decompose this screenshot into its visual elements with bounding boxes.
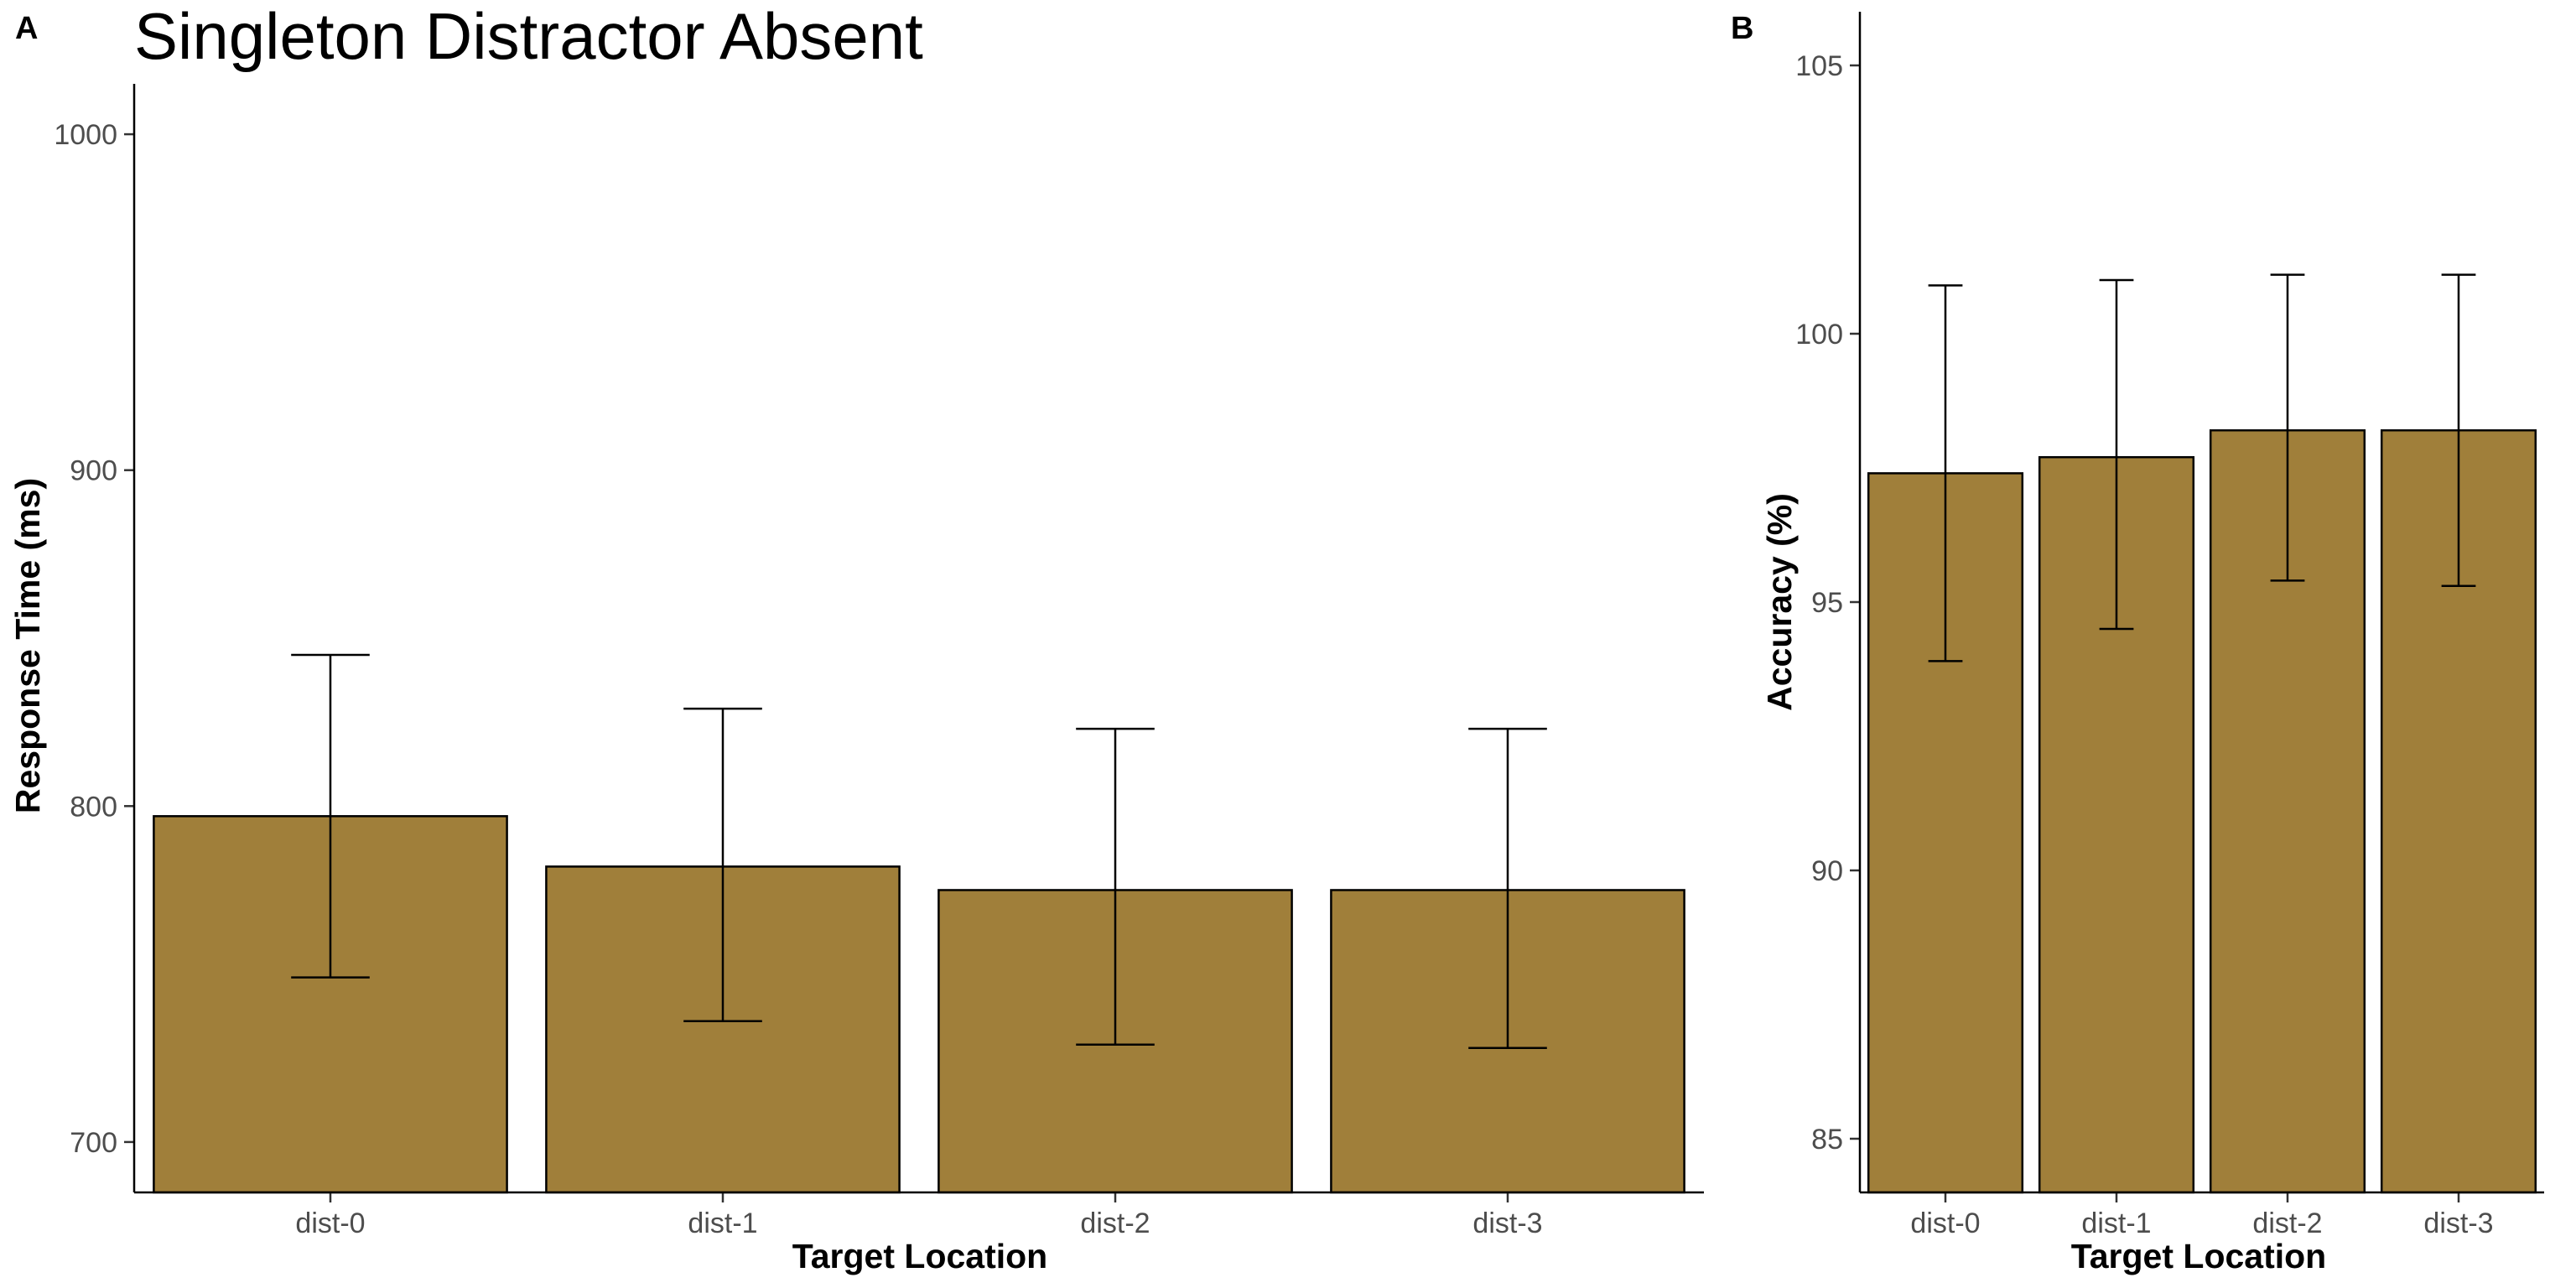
panel-a-x-tick-label: dist-3: [1472, 1208, 1542, 1239]
panel-b-y-tick-label: 100: [1795, 319, 1843, 351]
panel-b-error-bars: [1928, 273, 2476, 662]
panel-b-x-tick-label: dist-1: [2081, 1208, 2151, 1239]
panel-b-error-bar-dist-3: [2441, 273, 2476, 588]
panel-a-x-tick-label: dist-2: [1080, 1208, 1150, 1239]
panel-a-y-axis-title: Response Time (ms): [8, 478, 47, 813]
panel-b-x-ticks: dist-0 dist-1 dist-2 dist-3: [1910, 1192, 2494, 1239]
panel-a-error-bars: [291, 653, 1547, 1049]
panel-a-y-tick-label: 900: [70, 455, 117, 487]
panel-a-x-tick-label: dist-1: [688, 1208, 757, 1239]
chart-title: Singleton Distractor Absent: [134, 0, 923, 73]
panel-a-error-bar-dist-2: [1076, 727, 1155, 1046]
panel-a: A Singleton Distractor Absent 700 800 900 1…: [8, 0, 1704, 1275]
panel-b-error-bar-dist-1: [2099, 278, 2134, 631]
panel-a-error-bar-dist-3: [1468, 727, 1547, 1049]
panel-b-y-tick-label: 85: [1811, 1124, 1843, 1156]
panel-b-error-bar-dist-2: [2270, 273, 2305, 582]
panel-b-x-axis-title: Target Location: [2071, 1237, 2326, 1275]
panel-b-label: B: [1731, 11, 1753, 46]
panel-b-bars: [1867, 428, 2537, 1194]
panel-a-bars: [153, 815, 1685, 1194]
panel-b-error-bar-dist-0: [1928, 284, 1963, 662]
panel-b-x-tick-label: dist-2: [2252, 1208, 2322, 1239]
panel-b-y-axis-title: Accuracy (%): [1760, 493, 1799, 711]
panel-b-y-tick-label: 95: [1811, 587, 1843, 619]
panel-a-y-ticks: 700 800 900 1000: [54, 119, 134, 1159]
panel-b-y-tick-label: 90: [1811, 855, 1843, 887]
panel-a-error-bar-dist-1: [683, 707, 762, 1022]
panel-a-y-tick-label: 800: [70, 791, 117, 823]
panel-a-x-tick-label: dist-0: [295, 1208, 365, 1239]
panel-b-x-tick-label: dist-3: [2423, 1208, 2493, 1239]
panel-a-label: A: [15, 11, 38, 46]
panel-a-y-tick-label: 700: [70, 1127, 117, 1159]
panel-a-x-ticks: dist-0 dist-1 dist-2 dist-3: [295, 1192, 1543, 1239]
panel-a-y-tick-label: 1000: [54, 119, 117, 151]
panel-a-x-axis-title: Target Location: [792, 1237, 1047, 1275]
panel-a-error-bar-dist-0: [291, 653, 370, 979]
panel-b-y-ticks: 85 90 95 100 105: [1795, 50, 1860, 1156]
panel-b-x-tick-label: dist-0: [1910, 1208, 1980, 1239]
panel-b-y-tick-label: 105: [1795, 50, 1843, 82]
